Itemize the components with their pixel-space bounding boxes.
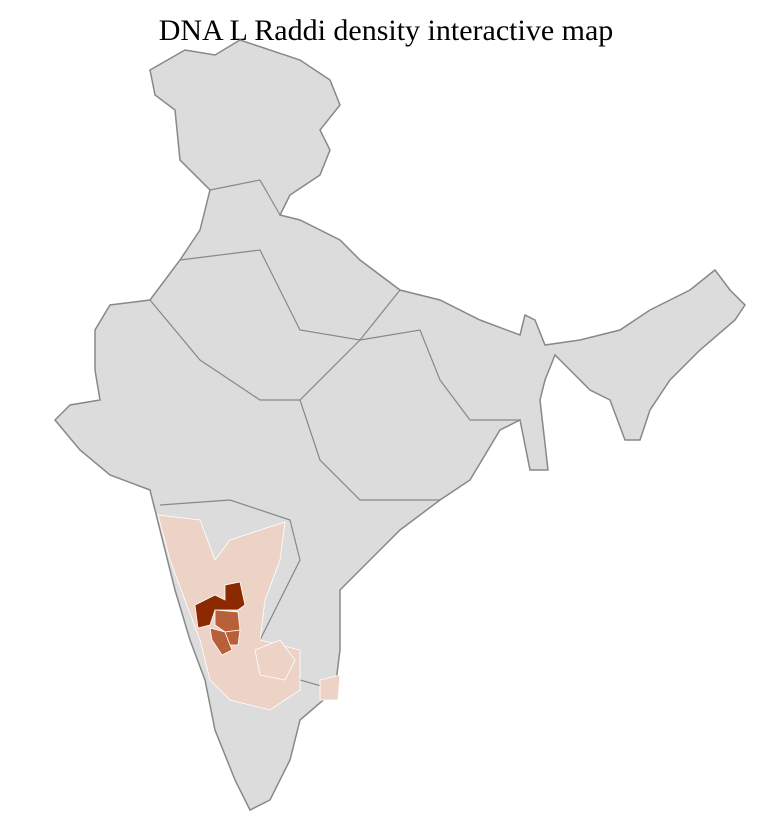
high-density-districts[interactable] (194, 581, 246, 656)
map-title: DNA L Raddi density interactive map (158, 14, 614, 47)
india-outline[interactable] (53, 39, 746, 812)
